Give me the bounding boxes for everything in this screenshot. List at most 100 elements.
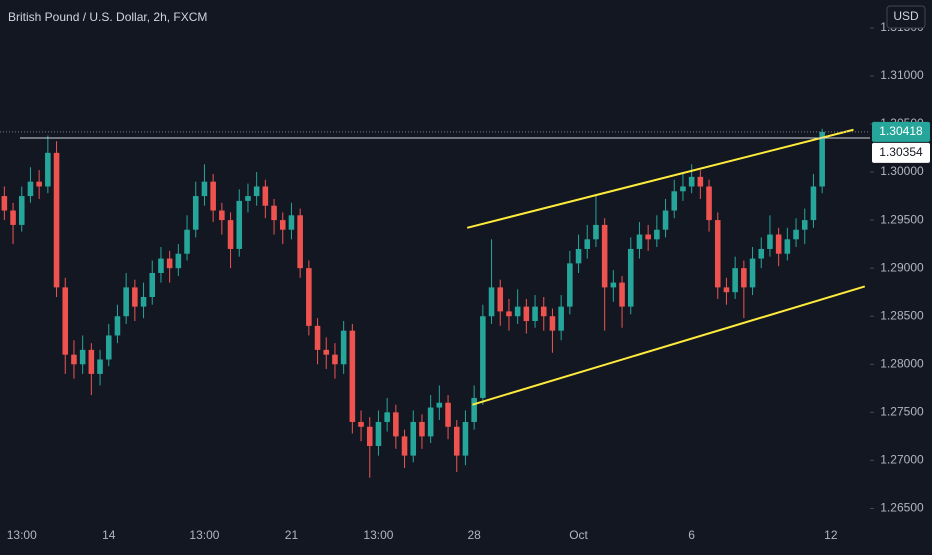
candle-body bbox=[175, 253, 182, 269]
candle-body bbox=[192, 196, 199, 230]
candle-body bbox=[1, 196, 8, 211]
candle-body bbox=[462, 421, 469, 456]
candle-body bbox=[340, 330, 347, 365]
candle-body bbox=[375, 421, 382, 446]
candle-body bbox=[79, 349, 86, 365]
candle-body bbox=[453, 426, 460, 456]
candle-body bbox=[36, 181, 42, 187]
candle-body bbox=[741, 268, 747, 288]
candle-body bbox=[27, 181, 34, 197]
x-tick-label: 13:00 bbox=[363, 528, 393, 542]
x-tick-label: 14 bbox=[102, 528, 116, 542]
candle-body bbox=[714, 220, 721, 288]
candle-body bbox=[480, 316, 486, 398]
candle-body bbox=[410, 421, 417, 456]
candle-body bbox=[184, 229, 190, 254]
candle-body bbox=[323, 349, 330, 355]
candle-body bbox=[436, 402, 443, 408]
currency-label: USD bbox=[893, 9, 919, 23]
candle-body bbox=[819, 131, 825, 187]
x-tick-label: 6 bbox=[688, 528, 695, 542]
candle-body bbox=[601, 224, 608, 288]
candle-body bbox=[123, 287, 129, 317]
candle-body bbox=[271, 205, 277, 221]
candle-body bbox=[584, 239, 591, 249]
candle-body bbox=[593, 224, 599, 240]
horizontal-line-label: 1.30354 bbox=[879, 145, 923, 159]
candle-body bbox=[279, 220, 286, 230]
candle-body bbox=[166, 258, 173, 269]
y-tick-label: 1.29000 bbox=[880, 260, 924, 274]
y-tick-label: 1.27000 bbox=[880, 453, 924, 467]
last-price-label: 1.30418 bbox=[879, 124, 923, 138]
candle-body bbox=[549, 316, 556, 331]
candle-body bbox=[358, 421, 364, 427]
y-tick-label: 1.30000 bbox=[880, 164, 924, 178]
candle-body bbox=[532, 306, 538, 322]
candle-body bbox=[471, 397, 477, 422]
candle-body bbox=[497, 287, 504, 312]
candle-body bbox=[427, 407, 434, 437]
candle-body bbox=[132, 287, 138, 307]
candle-body bbox=[445, 402, 451, 427]
candle-body bbox=[314, 325, 321, 350]
x-tick-label: 21 bbox=[285, 528, 299, 542]
candle-body bbox=[306, 268, 312, 326]
candle-body bbox=[53, 152, 60, 288]
candle-body bbox=[236, 200, 243, 249]
candle-body bbox=[645, 234, 651, 240]
y-tick-label: 1.26500 bbox=[880, 501, 924, 515]
x-tick-label: 12 bbox=[824, 528, 838, 542]
candle-body bbox=[575, 248, 582, 264]
candle-body bbox=[697, 176, 704, 187]
candle-body bbox=[201, 181, 208, 197]
y-tick-label: 1.27500 bbox=[880, 405, 924, 419]
candle-body bbox=[105, 335, 112, 360]
candle-body bbox=[332, 354, 338, 365]
candle-body bbox=[567, 263, 573, 307]
candle-body bbox=[210, 181, 216, 211]
x-tick-label: 13:00 bbox=[189, 528, 219, 542]
candle-body bbox=[706, 186, 712, 221]
candle-body bbox=[62, 287, 69, 355]
candle-body bbox=[419, 421, 425, 437]
candle-body bbox=[671, 191, 678, 211]
candle-body bbox=[349, 330, 356, 422]
candle-body bbox=[393, 412, 399, 437]
candle-body bbox=[540, 306, 547, 317]
candle-body bbox=[262, 186, 269, 206]
x-tick-label: Oct bbox=[569, 528, 588, 542]
candle-body bbox=[775, 234, 782, 254]
candle-body bbox=[45, 152, 51, 187]
candle-body bbox=[767, 234, 773, 249]
candle-body bbox=[680, 186, 686, 192]
candle-body bbox=[88, 349, 95, 374]
candle-body bbox=[253, 186, 260, 197]
candle-body bbox=[10, 210, 16, 225]
candle-body bbox=[297, 215, 303, 269]
candle-body bbox=[619, 282, 625, 307]
x-tick-label: 13:00 bbox=[7, 528, 37, 542]
y-tick-label: 1.28000 bbox=[880, 356, 924, 370]
candle-body bbox=[523, 306, 530, 322]
candle-body bbox=[793, 229, 799, 240]
candle-body bbox=[610, 282, 617, 288]
candle-body bbox=[654, 229, 660, 240]
candle-body bbox=[801, 220, 808, 230]
candle-body bbox=[114, 316, 121, 336]
candle-body bbox=[158, 258, 164, 273]
last-price-badge bbox=[872, 121, 930, 142]
candle-body bbox=[627, 248, 634, 307]
candle-body bbox=[366, 426, 373, 446]
candle-body bbox=[149, 272, 156, 298]
candle-body bbox=[219, 210, 225, 221]
y-tick-label: 1.31000 bbox=[880, 68, 924, 82]
candle-body bbox=[140, 297, 147, 307]
candle-body bbox=[384, 412, 390, 422]
candle-body bbox=[18, 196, 25, 225]
candle-body bbox=[401, 436, 408, 456]
plot-area bbox=[0, 128, 870, 478]
candle-body bbox=[662, 210, 669, 230]
